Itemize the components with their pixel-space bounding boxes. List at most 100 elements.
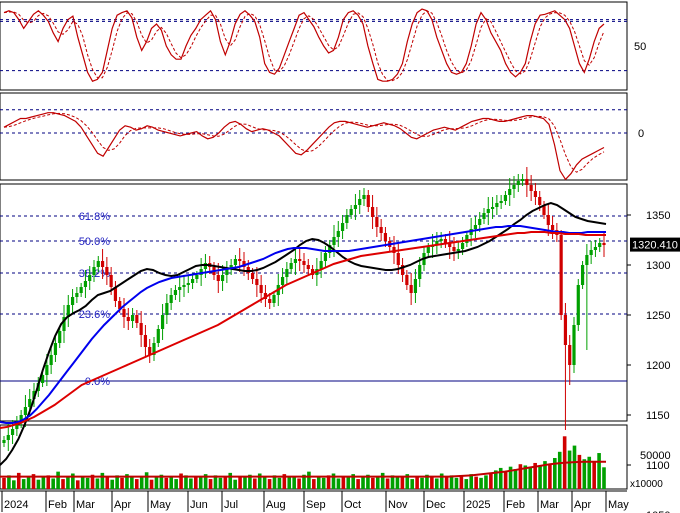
volume-bar (439, 473, 444, 489)
moving-average-line (0, 225, 606, 424)
macd-panel: 0 (0, 109, 644, 181)
volume-bar (400, 476, 405, 489)
volume-bar (331, 473, 336, 489)
volume-bar (194, 475, 198, 489)
stochastic-k-line (3, 8, 605, 82)
price-candle-body (362, 195, 366, 199)
volume-bar (282, 474, 287, 489)
price-candle-body (520, 179, 525, 181)
price-candle-body (585, 255, 589, 265)
price-candle-body (75, 293, 79, 297)
volume-bar (139, 475, 144, 489)
price-candle-body (529, 185, 533, 191)
price-tick-label: 1100 (646, 460, 670, 472)
volume-bar (95, 478, 100, 489)
volume-bar (494, 470, 498, 489)
price-candle-body (152, 343, 156, 355)
price-candle-body (538, 197, 542, 205)
price-candle-body (178, 287, 182, 290)
volume-bar (213, 475, 218, 489)
volume-bar (203, 474, 208, 489)
price-candle-body (503, 195, 508, 201)
volume-bar (528, 467, 533, 489)
retracement-label: 61.8% (79, 211, 110, 223)
price-candle-body (512, 185, 516, 189)
price-candle-body (345, 215, 349, 223)
volume-bar (287, 477, 292, 489)
volume-bar (120, 477, 124, 489)
price-candle-body (486, 209, 490, 213)
price-candle-body (139, 323, 143, 335)
price-candle-body (45, 365, 49, 375)
volume-bar (174, 479, 178, 489)
volume-unit-label: x10000 (630, 479, 663, 490)
volume-bar (7, 475, 11, 489)
price-candle-body (328, 245, 332, 253)
volume-bar (184, 475, 188, 489)
volume-bar (31, 474, 36, 489)
price-candle-body (10, 429, 15, 435)
price-candle-body (122, 309, 126, 317)
price-candle-body (508, 189, 512, 195)
volume-bar (602, 467, 606, 489)
volume-bar (390, 475, 395, 489)
volume-bar (16, 472, 21, 489)
price-candle-body (233, 259, 238, 265)
volume-bar (169, 476, 174, 489)
volume-bar (267, 479, 272, 489)
price-candle-body (49, 355, 53, 365)
price-candle-body (62, 317, 66, 331)
price-candle-body (482, 213, 486, 219)
volume-bar (223, 476, 228, 489)
volume-bar (336, 478, 341, 489)
price-candle-body (580, 265, 585, 285)
volume-bar (469, 474, 474, 489)
price-candle-body (319, 261, 323, 269)
x-axis-label: Apr (114, 499, 131, 511)
price-candle-body (195, 275, 199, 279)
price-candle-body (156, 329, 160, 343)
price-candle-body (598, 243, 602, 247)
price-candle-body (148, 347, 152, 355)
volume-bar (321, 477, 326, 489)
volume-bar (75, 480, 80, 489)
price-candle-body (370, 207, 375, 217)
volume-bar (262, 476, 267, 489)
stochastic-tick-label: 50 (634, 41, 646, 53)
price-candle-body (332, 237, 336, 245)
x-axis-label: Mar (76, 499, 95, 511)
volume-bar (592, 461, 596, 489)
volume-bar (430, 476, 434, 489)
price-candle-body (340, 223, 345, 231)
price-candle-body (418, 265, 422, 279)
price-candle-body (495, 203, 499, 207)
price-candle-body (375, 217, 379, 227)
macd-signal-line (3, 112, 605, 173)
price-candle-body (40, 375, 45, 383)
price-candle-body (190, 279, 195, 283)
volume-bar (498, 467, 503, 489)
volume-bar (297, 478, 301, 489)
price-candle-body (113, 287, 118, 301)
price-candle-body (353, 205, 358, 209)
price-candle-body (165, 303, 169, 315)
price-candle-body (572, 325, 576, 365)
volume-bar (100, 472, 105, 489)
volume-bar (538, 465, 542, 489)
volume-bar (316, 476, 321, 489)
volume-bar (61, 479, 65, 489)
volume-panel: 50000 x10000 (0, 436, 671, 490)
stochastic-panel: 50 (0, 8, 646, 82)
price-candle-body (576, 285, 580, 325)
panel-border (0, 424, 628, 490)
price-tick-label: 1300 (646, 260, 670, 272)
panel-border (0, 1, 628, 91)
price-candle-body (559, 235, 563, 315)
x-axis: 2024 Feb Mar Apr May Jun Jul Aug Sep Oct Nov Dec 202… (0, 490, 629, 512)
volume-bar (66, 476, 70, 489)
price-candle-body (70, 297, 75, 305)
price-candle-body (229, 265, 233, 269)
volume-bar (2, 477, 6, 489)
volume-bar (36, 479, 41, 489)
